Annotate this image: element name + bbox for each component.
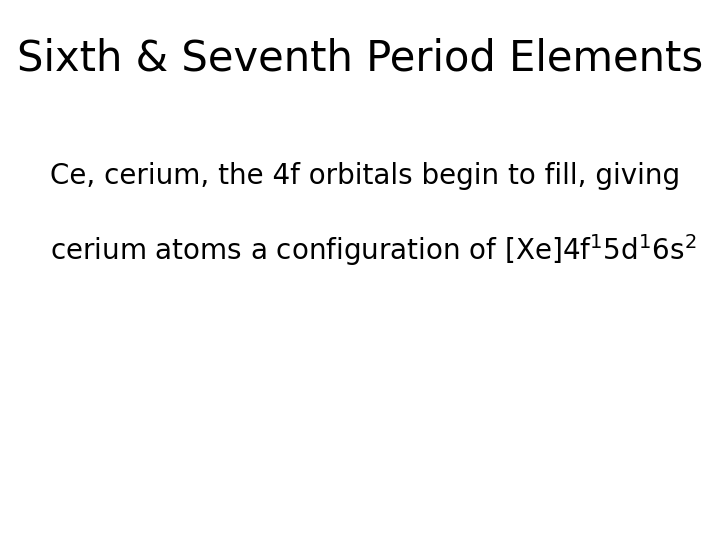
- Text: Ce, cerium, the 4f orbitals begin to fill, giving: Ce, cerium, the 4f orbitals begin to fil…: [50, 162, 680, 190]
- Text: cerium atoms a configuration of [Xe]4f$^1$5d$^1$6s$^2$: cerium atoms a configuration of [Xe]4f$^…: [50, 232, 697, 268]
- Text: Sixth & Seventh Period Elements: Sixth & Seventh Period Elements: [17, 38, 703, 80]
